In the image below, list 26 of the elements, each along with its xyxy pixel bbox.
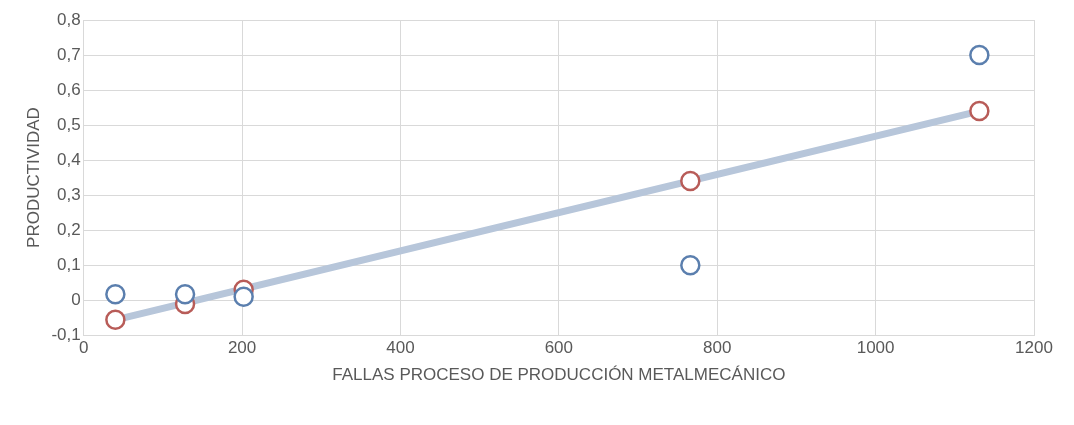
- x-tick-label: 1000: [856, 338, 895, 358]
- y-tick-label: -0,1: [51, 324, 81, 344]
- point: [174, 283, 196, 305]
- y-tick-label: 0,7: [57, 44, 81, 64]
- point: [969, 44, 990, 66]
- y-tick-label: 0,3: [57, 184, 81, 204]
- y-tick-label: 0,6: [57, 79, 81, 99]
- point: [969, 100, 990, 122]
- point: [233, 286, 254, 307]
- y-tick-label: 0: [71, 289, 81, 309]
- y-axis-title: PRODUCTIVIDAD: [23, 107, 43, 248]
- point: [105, 309, 126, 331]
- x-tick-label: 400: [386, 338, 415, 358]
- y-tick-label: 0,4: [57, 149, 81, 169]
- x-tick-label: 200: [227, 338, 257, 358]
- y-tick-label: 0,1: [57, 254, 81, 274]
- x-tick-label: 1200: [1015, 338, 1053, 358]
- point: [680, 254, 701, 276]
- point: [105, 283, 126, 305]
- x-tick-label: 600: [544, 338, 574, 358]
- y-tick-label: 0,2: [57, 219, 81, 239]
- point: [680, 170, 701, 192]
- x-tick-label: 800: [703, 338, 732, 358]
- y-tick-label: 0,5: [57, 114, 81, 134]
- y-tick-label: 0,8: [57, 9, 81, 29]
- x-axis-title: FALLAS PROCESO DE PRODUCCIÓN METALMECÁNICO: [332, 365, 786, 385]
